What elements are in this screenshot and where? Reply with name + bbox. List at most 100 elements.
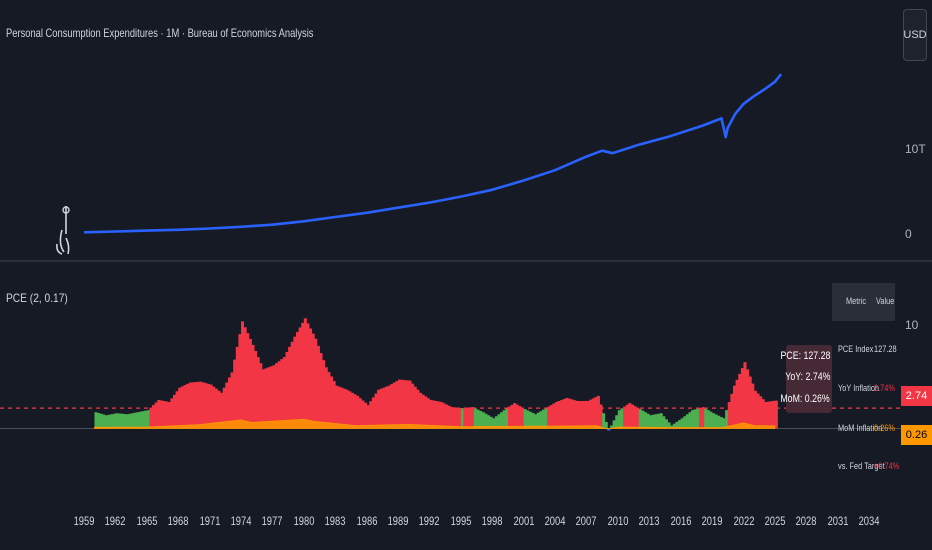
yoy-bar: [442, 403, 446, 429]
yoy-bar: [748, 376, 752, 429]
yoy-bar: [722, 418, 726, 429]
yoy-bar: [275, 363, 279, 429]
yoy-bar: [335, 385, 339, 429]
yoy-bar: [387, 385, 391, 429]
yoy-bar: [437, 401, 441, 429]
yoy-bar: [513, 403, 517, 429]
yoy-bar: [167, 401, 171, 429]
yoy-bar: [594, 397, 598, 429]
yoy-bar: [636, 407, 640, 429]
yoy-bar: [452, 407, 456, 429]
yoy-bar: [212, 386, 216, 429]
tooltip-mom: MoM: 0.26%: [780, 393, 830, 405]
yoy-bar: [630, 404, 634, 429]
yoy-bar: [667, 422, 671, 429]
yoy-bar: [685, 414, 689, 429]
yoy-bar: [484, 413, 488, 429]
yoy-bar: [424, 396, 428, 429]
table-row-metric: YoY Inflation: [838, 383, 880, 393]
yoy-bar: [241, 321, 245, 429]
yoy-bar: [309, 328, 313, 429]
yoy-bar: [717, 415, 721, 429]
yoy-value-badge: 2.74: [901, 386, 932, 406]
yoy-bar: [186, 383, 190, 429]
yoy-bar: [204, 383, 208, 429]
yoy-bar: [764, 401, 768, 429]
yoy-bar: [489, 416, 493, 429]
yoy-bar: [243, 327, 247, 429]
yoy-bar: [586, 400, 590, 429]
yoy-bar: [128, 413, 132, 429]
yoy-bar: [327, 371, 331, 429]
yoy-bar: [131, 413, 135, 429]
indicator-title[interactable]: PCE (2, 0.17): [6, 291, 68, 305]
x-tick-label: 2007: [575, 514, 597, 528]
yoy-bar: [651, 414, 655, 429]
yoy-bar: [282, 357, 286, 429]
yoy-bar: [426, 398, 430, 429]
yoy-bar: [547, 406, 551, 429]
table-row-value: +0.74%: [874, 461, 900, 471]
yoy-bar: [180, 386, 184, 429]
yoy-bar: [418, 392, 422, 429]
yoy-bar: [97, 412, 101, 429]
yoy-bar: [761, 399, 765, 429]
yoy-bar: [767, 401, 771, 429]
yoy-bar: [706, 410, 710, 429]
yoy-bar: [280, 359, 284, 429]
yoy-bar: [395, 381, 399, 429]
x-tick-label: 2034: [858, 514, 880, 528]
yoy-bar: [526, 410, 530, 429]
x-tick-label: 2004: [544, 514, 566, 528]
yoy-bar: [408, 380, 412, 429]
yoy-bar: [125, 414, 129, 429]
tooltip-yoy: YoY: 2.74%: [784, 371, 830, 383]
yoy-bar: [704, 408, 708, 429]
yoy-bar: [463, 407, 467, 429]
yoy-bar: [494, 416, 498, 429]
yoy-bar: [473, 408, 477, 429]
yoy-bar: [432, 400, 436, 429]
yoy-bar: [364, 402, 368, 429]
yoy-bar: [696, 408, 700, 429]
yoy-bar: [515, 404, 519, 429]
yoy-bar: [329, 376, 334, 429]
yoy-bar: [217, 390, 221, 429]
yoy-bar: [110, 414, 114, 429]
yoy-bar: [261, 369, 265, 429]
yoy-bar: [165, 401, 169, 429]
yoy-bar: [654, 414, 658, 429]
yoy-bar: [102, 414, 106, 429]
yoy-bar: [133, 412, 137, 429]
yoy-bar: [712, 413, 716, 429]
price-pane[interactable]: [83, 73, 783, 234]
price-axis-label-10t: 10T: [905, 141, 926, 156]
indicator-pane[interactable]: [0, 318, 932, 431]
pane-divider[interactable]: [0, 260, 932, 262]
yoy-bar: [714, 414, 718, 429]
yoy-bar: [382, 387, 386, 429]
yoy-bar: [107, 414, 111, 429]
table-row-metric: vs. Fed Target: [838, 461, 885, 471]
currency-button[interactable]: USD: [903, 9, 927, 61]
yoy-bar: [581, 400, 585, 429]
yoy-bar: [123, 413, 127, 429]
yoy-bar: [510, 404, 514, 429]
yoy-bar: [458, 407, 462, 429]
yoy-bar: [521, 407, 525, 429]
yoy-bar: [738, 373, 742, 429]
yoy-bar: [481, 412, 485, 429]
yoy-bar: [141, 411, 145, 429]
x-tick-label: 1968: [167, 514, 189, 528]
yoy-bar: [94, 412, 98, 429]
yoy-bar: [439, 401, 443, 429]
yoy-bar: [753, 390, 757, 429]
x-tick-label: 2001: [513, 514, 535, 528]
yoy-bar: [557, 400, 561, 429]
yoy-bar: [528, 411, 532, 429]
x-tick-label: 1983: [324, 514, 346, 528]
yoy-bar: [361, 400, 365, 429]
yoy-bar: [683, 416, 687, 429]
yoy-bar: [730, 393, 734, 429]
